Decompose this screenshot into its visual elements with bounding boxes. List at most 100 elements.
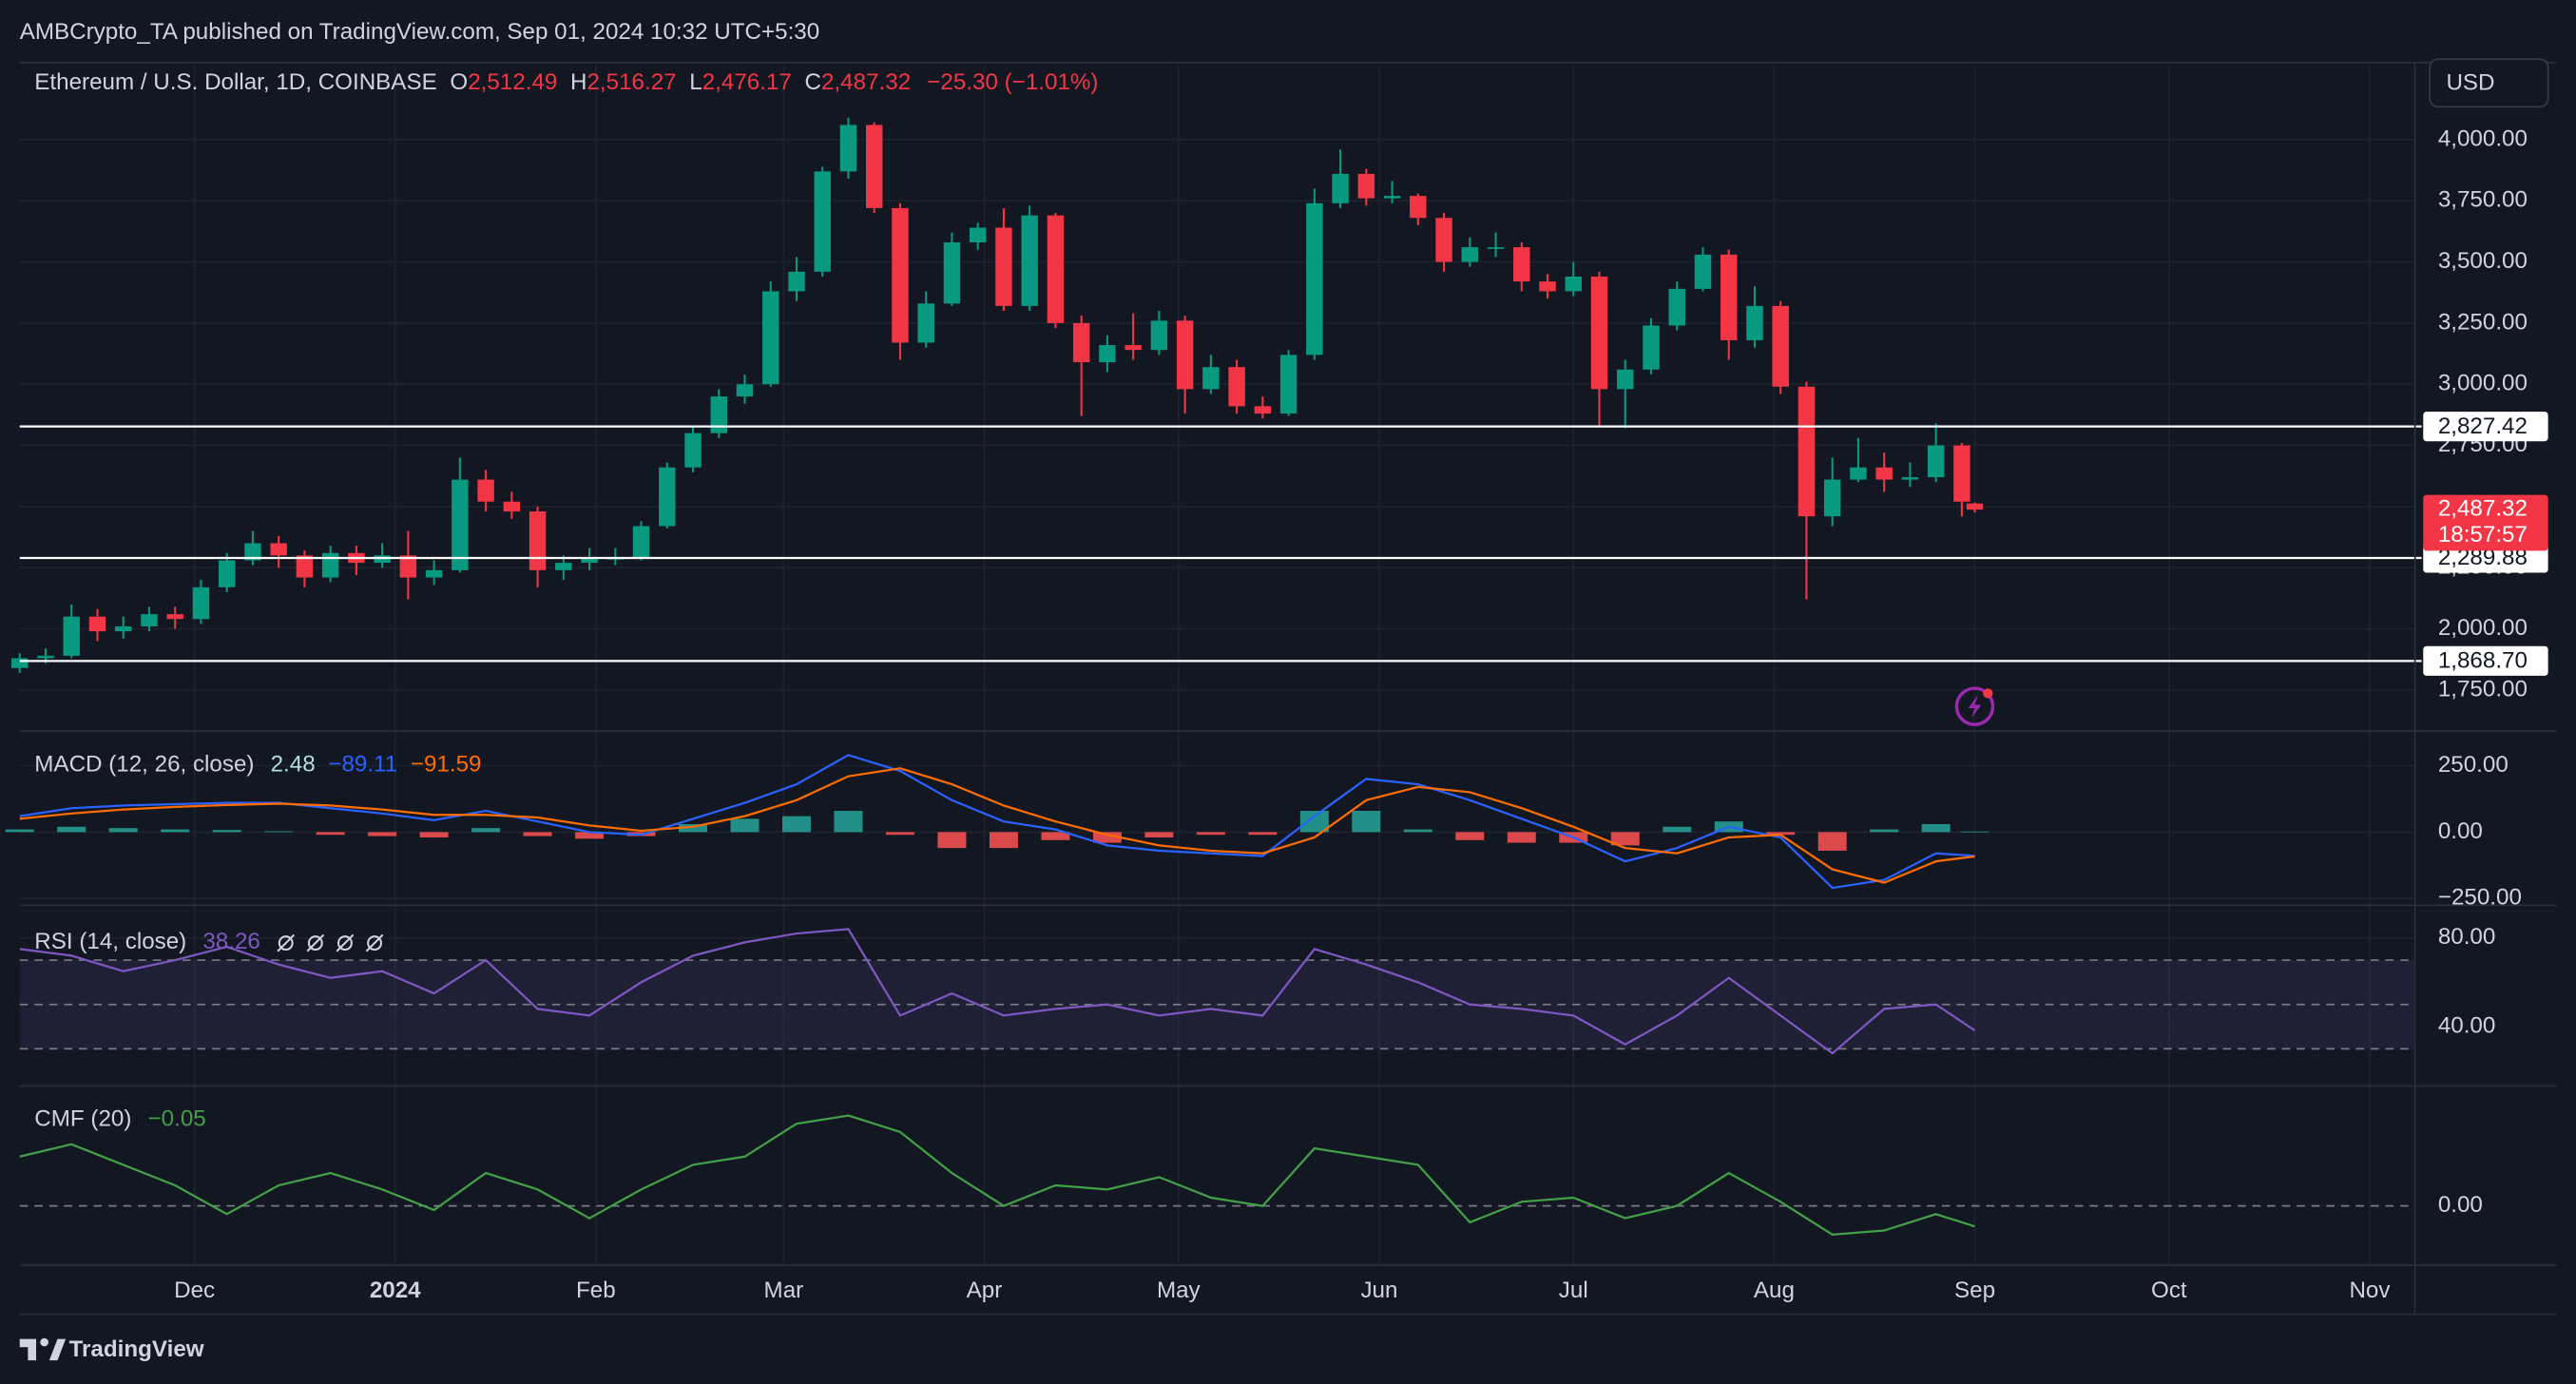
candle-body <box>555 563 572 570</box>
histogram-bar <box>679 824 708 833</box>
x-tick-label: Aug <box>1754 1278 1795 1303</box>
candle-body <box>1072 322 1090 363</box>
histogram-bar <box>1766 832 1796 836</box>
candle-body <box>866 125 883 208</box>
indicator-line <box>19 767 1975 884</box>
candle-body <box>270 543 287 556</box>
x-tick-label: Mar <box>764 1278 804 1303</box>
histogram-bar <box>730 818 759 833</box>
level-label: 2,827.42 <box>2438 413 2528 439</box>
x-tick-label: 2024 <box>370 1278 421 1303</box>
candle-body <box>1953 445 1970 502</box>
histogram-bar <box>212 830 241 833</box>
macd-legend: MACD (12, 26, close) 2.48 −89.11 −91.59 <box>34 752 481 778</box>
histogram-bar <box>1144 832 1174 837</box>
y-tick-label: 250.00 <box>2438 752 2509 778</box>
candle-body <box>1254 406 1272 414</box>
candle-body <box>1461 247 1479 262</box>
candle-body <box>1823 479 1841 517</box>
ohlc-value: 2,487.32 <box>821 70 911 96</box>
na-icons <box>277 933 384 952</box>
cmf-title: CMF (20) <box>34 1106 131 1132</box>
candle-body <box>192 586 210 620</box>
histogram-bar <box>989 832 1018 849</box>
histogram-bar <box>1610 832 1640 846</box>
candle-body <box>1357 173 1375 199</box>
candle-body <box>1797 386 1816 517</box>
candle-body <box>1279 355 1298 414</box>
histogram-bar <box>1299 811 1329 833</box>
level-label-box <box>2423 645 2548 676</box>
histogram-bar <box>885 832 914 836</box>
y-tick-label: 3,250.00 <box>2438 309 2528 335</box>
last-price-box <box>2423 494 2548 551</box>
candle-body <box>425 569 443 578</box>
candle-body <box>63 616 80 656</box>
y-tick-label: 40.00 <box>2438 1012 2496 1038</box>
candle-body <box>581 557 598 564</box>
candle-body <box>1539 281 1556 292</box>
currency-button[interactable] <box>2429 58 2549 108</box>
y-tick-label: 0.00 <box>2438 1192 2483 1218</box>
histogram-bar <box>471 828 501 833</box>
histogram-value: 2.48 <box>271 752 316 778</box>
histogram-bar <box>1455 832 1485 840</box>
histogram-bar <box>523 832 552 836</box>
candle-body <box>1927 445 1945 478</box>
candle-body <box>1176 320 1194 390</box>
candle-body <box>321 552 339 578</box>
indicator-line <box>19 928 1976 1055</box>
cmf-value: −0.05 <box>148 1106 206 1132</box>
level-label-box <box>2423 412 2548 442</box>
candle-body <box>1875 467 1893 480</box>
macd-value: −89.11 <box>328 752 397 778</box>
candle-body <box>244 543 261 561</box>
candle-body <box>1643 325 1660 370</box>
last-price-label: 2,487.32 <box>2438 496 2528 522</box>
ohlc-key: H <box>570 70 586 96</box>
brand: TradingView <box>69 1336 204 1362</box>
histogram-bar <box>419 832 449 837</box>
histogram-bar <box>1248 832 1278 836</box>
ohlc-key: O <box>450 70 468 96</box>
candle-body <box>1332 173 1349 203</box>
candle-body <box>1720 254 1738 340</box>
candle-body <box>1047 215 1065 323</box>
candle-body <box>1150 320 1168 351</box>
y-tick-label: 1,750.00 <box>2438 676 2528 702</box>
candle-body <box>11 658 29 668</box>
countdown-label: 18:57:57 <box>2438 522 2528 548</box>
histogram-bar <box>108 828 138 833</box>
candle-body <box>969 227 987 242</box>
histogram-bar <box>1921 824 1951 833</box>
candle-body <box>1099 345 1116 363</box>
candle-body <box>1565 276 1582 292</box>
rsi-value: 38.26 <box>202 929 260 954</box>
histogram-bar <box>1817 832 1847 851</box>
ohlc-value: 2,516.27 <box>586 70 676 96</box>
layers: Dec 2024 Feb Mar Apr May Jun Jul Aug Sep Oct Nov 1,7… <box>5 66 2548 1303</box>
x-tick-label: Feb <box>576 1278 616 1303</box>
currency-label[interactable]: USD <box>2446 70 2494 96</box>
histogram-bar <box>264 831 294 833</box>
candle-body <box>892 207 909 343</box>
histogram-bar <box>1403 829 1432 833</box>
candle-body <box>1850 467 1867 480</box>
y-tick-label: 3,750.00 <box>2438 187 2528 213</box>
candle-body <box>374 555 391 564</box>
candle-body <box>1746 305 1763 340</box>
candle-body <box>1772 305 1789 387</box>
candle-body <box>1966 503 1984 510</box>
candle-body <box>1435 218 1452 262</box>
alert-icon[interactable] <box>1954 686 1995 726</box>
x-tick-label: Apr <box>967 1278 1003 1303</box>
candle-body <box>1228 367 1245 407</box>
histogram-bar <box>1870 829 1899 833</box>
candle-body <box>814 171 831 272</box>
change: −25.30 (−1.01%) <box>927 70 1098 96</box>
legend: Ethereum / U.S. Dollar, 1D, COINBASE O2,… <box>34 70 1098 96</box>
candle-body <box>684 432 702 468</box>
